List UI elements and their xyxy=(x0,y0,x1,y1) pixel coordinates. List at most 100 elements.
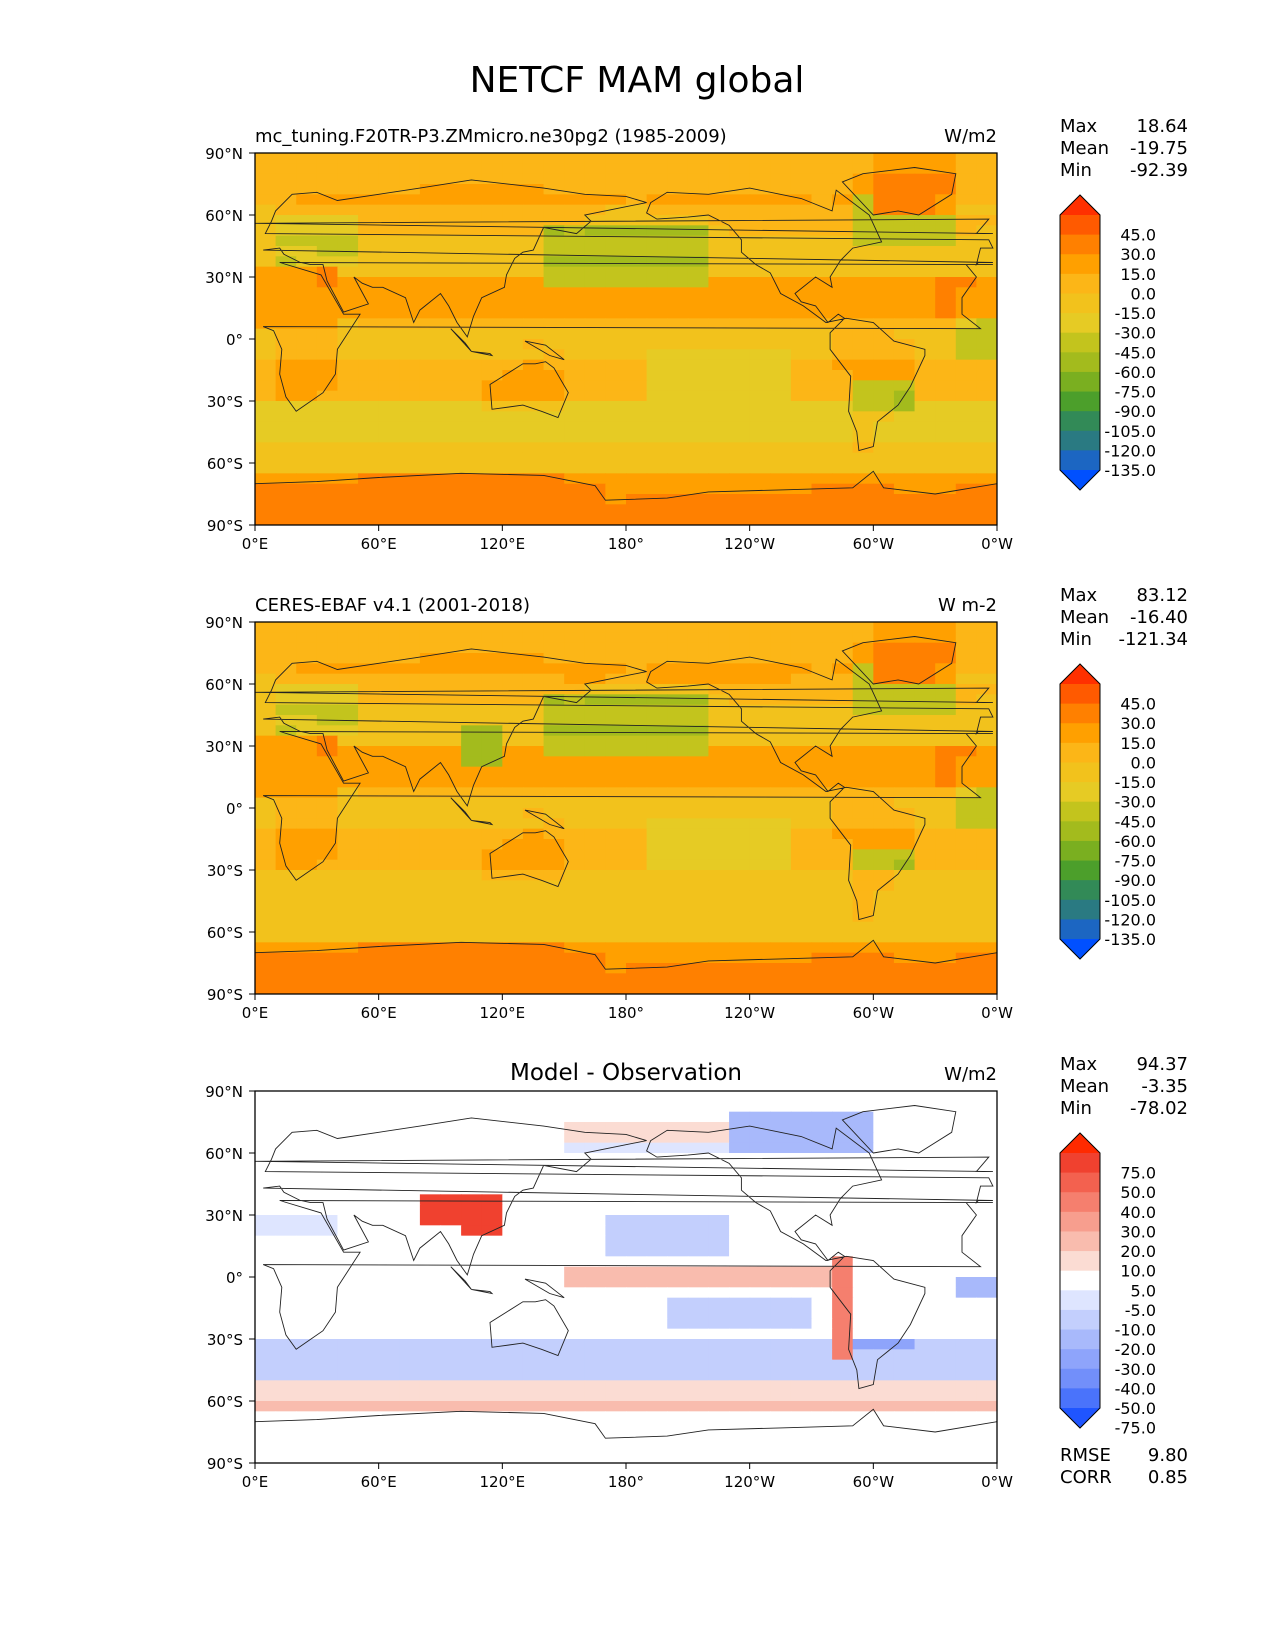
x-tick-label: 60°E xyxy=(361,1004,397,1022)
field-cell xyxy=(461,1339,483,1350)
field-cell xyxy=(729,1401,751,1412)
field-cell xyxy=(935,704,957,716)
field-cell xyxy=(440,828,462,840)
field-cell xyxy=(399,504,421,516)
field-cell xyxy=(502,1318,524,1330)
field-cell xyxy=(976,1318,997,1330)
field-cell xyxy=(461,514,483,525)
field-cell xyxy=(584,673,606,685)
field-cell xyxy=(749,1411,771,1423)
field-cell xyxy=(646,235,668,247)
field-cell xyxy=(605,401,627,412)
field-cell xyxy=(564,256,586,268)
field-cell xyxy=(481,1297,503,1309)
field-cell xyxy=(316,911,339,923)
field-cell xyxy=(955,390,977,402)
field-cell xyxy=(605,370,627,381)
field-cell xyxy=(275,1122,297,1133)
field-cell xyxy=(687,349,710,361)
field-cell xyxy=(316,339,339,350)
field-cell xyxy=(935,1401,957,1412)
field-cell xyxy=(543,828,565,840)
field-cell xyxy=(378,1204,400,1216)
field-cell xyxy=(461,1421,483,1433)
field-cell xyxy=(729,297,751,309)
field-cell xyxy=(255,787,277,799)
field-cell xyxy=(626,1359,648,1371)
field-cell xyxy=(378,746,400,757)
field-cell xyxy=(811,256,833,268)
field-cell xyxy=(955,204,977,216)
field-cell xyxy=(584,1101,606,1113)
field-cell xyxy=(275,1380,297,1392)
field-cell xyxy=(296,184,318,195)
field-cell xyxy=(770,432,792,443)
field-cell xyxy=(296,297,318,309)
field-cell xyxy=(935,1308,957,1319)
field-cell xyxy=(481,1452,503,1463)
field-cell xyxy=(626,725,648,737)
field-cell xyxy=(852,401,874,412)
axis-ticks: 90°N60°N30°N0°30°S60°S90°S0°E 60°E 120°E 18… xyxy=(205,145,1013,553)
field-cell xyxy=(955,215,977,226)
field-cell xyxy=(749,849,771,861)
field-cell xyxy=(605,859,627,871)
field-cell xyxy=(687,359,710,371)
field-cell xyxy=(935,746,957,757)
field-cell xyxy=(770,1173,792,1185)
field-cell xyxy=(790,1132,813,1144)
field-cell xyxy=(729,1215,751,1226)
y-tick-label: 60°N xyxy=(205,676,243,694)
field-cell xyxy=(955,983,977,994)
field-cell xyxy=(832,504,854,516)
field-cell xyxy=(440,463,462,474)
colorbar-tick-label: -60.0 xyxy=(1115,363,1156,382)
field-cell xyxy=(811,704,833,716)
field-cell xyxy=(976,725,997,737)
field-cell xyxy=(461,1215,483,1226)
field-cell xyxy=(358,952,380,964)
field-cell xyxy=(626,632,648,644)
field-cell xyxy=(522,483,545,495)
field-cell xyxy=(832,401,854,412)
field-cell xyxy=(646,266,668,278)
field-cell xyxy=(976,1163,997,1175)
field-cell xyxy=(358,1235,380,1247)
field-cell xyxy=(935,266,957,278)
field-cell xyxy=(914,787,936,799)
colorbar-segment xyxy=(1060,313,1100,334)
field-cell xyxy=(955,442,977,454)
field-cell xyxy=(296,401,318,412)
field-cell xyxy=(893,715,916,726)
field-cell xyxy=(461,663,483,675)
field-cell xyxy=(275,952,297,964)
field-cell xyxy=(564,1308,586,1319)
field-cell xyxy=(626,452,648,464)
field-cell xyxy=(790,1142,813,1154)
field-cell xyxy=(337,777,359,788)
field-cell xyxy=(729,642,751,654)
field-cell xyxy=(419,1153,442,1164)
field-cell xyxy=(605,256,627,268)
field-cell xyxy=(522,287,545,299)
field-cell xyxy=(440,1359,462,1371)
field-cell xyxy=(893,287,916,299)
field-cell xyxy=(605,642,627,654)
field-cell xyxy=(955,1359,977,1371)
field-cell xyxy=(749,653,771,664)
field-cell xyxy=(337,308,359,319)
field-cell xyxy=(399,704,421,716)
field-cell xyxy=(935,1411,957,1423)
field-cell xyxy=(790,725,813,737)
field-cell xyxy=(873,642,895,654)
field-cell xyxy=(502,1277,524,1288)
field-cell xyxy=(337,932,359,943)
field-cell xyxy=(935,622,957,633)
field-cell xyxy=(584,932,606,943)
field-cell xyxy=(852,1421,874,1433)
field-cell xyxy=(852,514,874,525)
field-cell xyxy=(502,1349,524,1361)
field-cell xyxy=(955,328,977,340)
field-cell xyxy=(626,297,648,309)
field-cell xyxy=(358,797,380,809)
